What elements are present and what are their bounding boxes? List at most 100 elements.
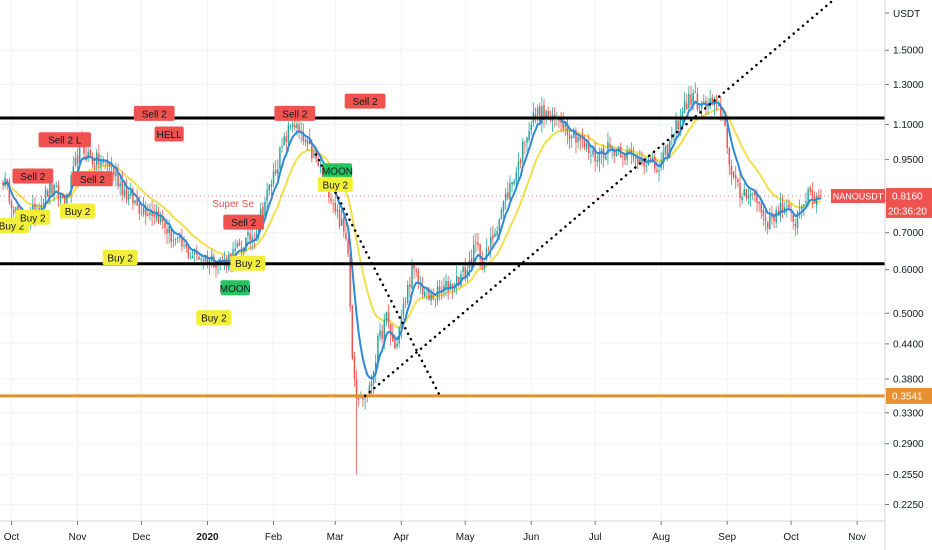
candle	[611, 144, 613, 159]
candle	[766, 221, 769, 235]
candle	[236, 240, 239, 249]
candle	[470, 249, 473, 270]
signal-sell-label: Sell 2 L	[38, 132, 91, 148]
candle	[541, 96, 543, 133]
x-tick-label: Feb	[265, 532, 283, 543]
y-tick-label: 1.1000	[893, 120, 924, 131]
signal-text: Sell 2	[142, 109, 167, 120]
candle	[46, 188, 49, 198]
signal-text: Buy 2	[201, 314, 227, 325]
candle	[121, 170, 124, 201]
candle	[626, 144, 628, 166]
candle	[602, 144, 605, 168]
candle	[703, 94, 705, 105]
candle	[283, 132, 285, 146]
countdown-tag: 20:36:20	[886, 203, 932, 218]
candle	[402, 297, 405, 320]
candle	[568, 127, 571, 149]
time-axis[interactable]: Oct Nov Dec 2020 Feb Mar Apr May Jun Jul Aug Sep Oct…	[4, 521, 866, 543]
candle	[306, 137, 309, 151]
candle	[164, 220, 166, 236]
candle	[162, 210, 164, 230]
candle	[132, 186, 134, 210]
last-price-tag: 0.8160	[886, 187, 932, 204]
trendlines[interactable]	[314, 0, 838, 398]
candle	[590, 145, 592, 164]
y-tick-label: 0.6000	[893, 265, 924, 276]
candle	[198, 254, 200, 260]
candle	[304, 135, 307, 147]
dotted-trendline[interactable]	[363, 0, 838, 398]
y-tick-label: 0.3300	[893, 408, 924, 419]
candle	[140, 203, 143, 217]
candle	[509, 175, 511, 201]
x-tick-label: Dec	[133, 532, 151, 543]
candle	[381, 324, 383, 344]
signal-sell-label: Sell 2	[344, 93, 386, 109]
candle	[504, 187, 507, 210]
candle	[530, 120, 532, 136]
slow-ema-line	[2, 107, 822, 329]
candle	[249, 229, 251, 250]
candle	[564, 121, 567, 137]
signal-text: MOON	[322, 167, 353, 178]
candle	[317, 155, 319, 167]
candle	[332, 199, 334, 213]
candle	[313, 146, 315, 159]
price-axis-labels: NANOUSDT 0.8160 20:36:20 0.3541	[831, 187, 932, 404]
signal-super-label: Super Se	[212, 199, 254, 210]
candle	[349, 249, 351, 312]
candle	[443, 277, 445, 298]
candle	[524, 140, 526, 155]
signal-buy-label: Buy 2	[60, 203, 96, 219]
candle	[174, 237, 177, 246]
price-axis[interactable]: 1.50001.30001.10000.95000.80000.70000.60…	[885, 9, 924, 511]
candle	[153, 204, 155, 225]
signal-text: Buy 2	[20, 213, 46, 224]
signal-text: Buy 2	[0, 221, 25, 232]
candle	[413, 264, 415, 280]
candle	[521, 137, 524, 167]
unit-label: USDT	[893, 9, 920, 20]
candle	[421, 277, 424, 299]
last-price-text: 0.8160	[892, 191, 923, 202]
candle	[526, 136, 528, 152]
candle	[172, 230, 175, 248]
signal-text: Sell 2	[20, 172, 45, 183]
x-tick-label: Apr	[394, 532, 410, 543]
dotted-trendline[interactable]	[314, 153, 441, 397]
support-level-tag: 0.3541	[886, 387, 932, 404]
y-tick-label: 0.2900	[893, 439, 924, 450]
candle	[594, 142, 596, 172]
candle	[340, 208, 343, 226]
candle	[645, 156, 648, 173]
candle	[811, 182, 814, 209]
candle	[351, 304, 354, 361]
signal-moon-label: MOON	[220, 280, 251, 296]
candle	[183, 235, 185, 250]
candle	[820, 188, 822, 199]
signal-text: Buy 2	[65, 207, 91, 218]
signal-sell-label: HELL	[154, 126, 184, 142]
candle	[445, 273, 447, 297]
candle	[438, 279, 441, 301]
y-tick-label: 1.5000	[893, 46, 924, 57]
candles[interactable]	[2, 82, 822, 475]
candle	[517, 153, 520, 181]
candle	[809, 184, 812, 196]
x-tick-label: Nov	[848, 532, 866, 543]
candle	[596, 152, 599, 167]
candle	[762, 205, 765, 227]
candle	[87, 147, 89, 163]
candle	[466, 263, 469, 283]
symbol-text: NANOUSDT	[833, 191, 884, 201]
candle	[387, 304, 390, 329]
signal-text: Buy 2	[235, 259, 261, 270]
candle	[70, 171, 72, 203]
candle	[434, 299, 437, 308]
candle	[581, 128, 584, 149]
candle	[417, 267, 420, 290]
candle	[662, 143, 665, 170]
